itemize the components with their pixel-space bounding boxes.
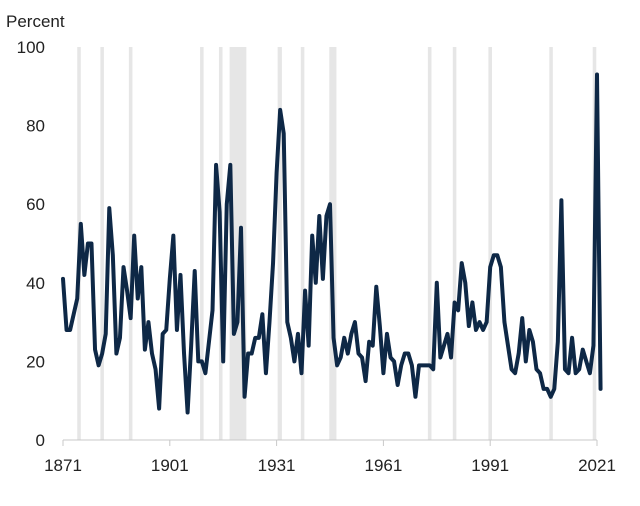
shaded-period-12 — [549, 47, 553, 440]
y-tick-label-20: 20 — [26, 352, 45, 371]
y-tick-label-0: 0 — [36, 431, 45, 450]
shaded-period-1 — [100, 47, 104, 440]
x-tick-labels: 1871 1901 1931 1961 1991 2021 — [44, 440, 616, 475]
x-tick-label-1991: 1991 — [471, 456, 509, 475]
series-line — [61, 72, 603, 415]
x-tick-label-2021: 2021 — [578, 456, 616, 475]
shaded-period-7 — [300, 47, 305, 440]
shaded-period-9 — [427, 47, 432, 440]
shaded-period-3 — [200, 47, 204, 440]
shaded-period-6 — [277, 47, 282, 440]
shaded-period-10 — [452, 47, 457, 440]
y-tick-label-60: 60 — [26, 195, 45, 214]
x-tick-label-1871: 1871 — [44, 456, 82, 475]
x-tick-label-1931: 1931 — [258, 456, 296, 475]
x-tick-label-1961: 1961 — [364, 456, 402, 475]
shaded-period-11 — [488, 47, 492, 440]
y-tick-label-100: 100 — [17, 38, 45, 57]
y-tick-label-80: 80 — [26, 117, 45, 136]
y-tick-labels: 0 20 40 60 80 100 — [17, 38, 45, 450]
shaded-period-2 — [128, 47, 133, 440]
y-tick-label-40: 40 — [26, 274, 45, 293]
y-axis-unit-label: Percent — [6, 12, 65, 31]
x-tick-label-1901: 1901 — [151, 456, 189, 475]
